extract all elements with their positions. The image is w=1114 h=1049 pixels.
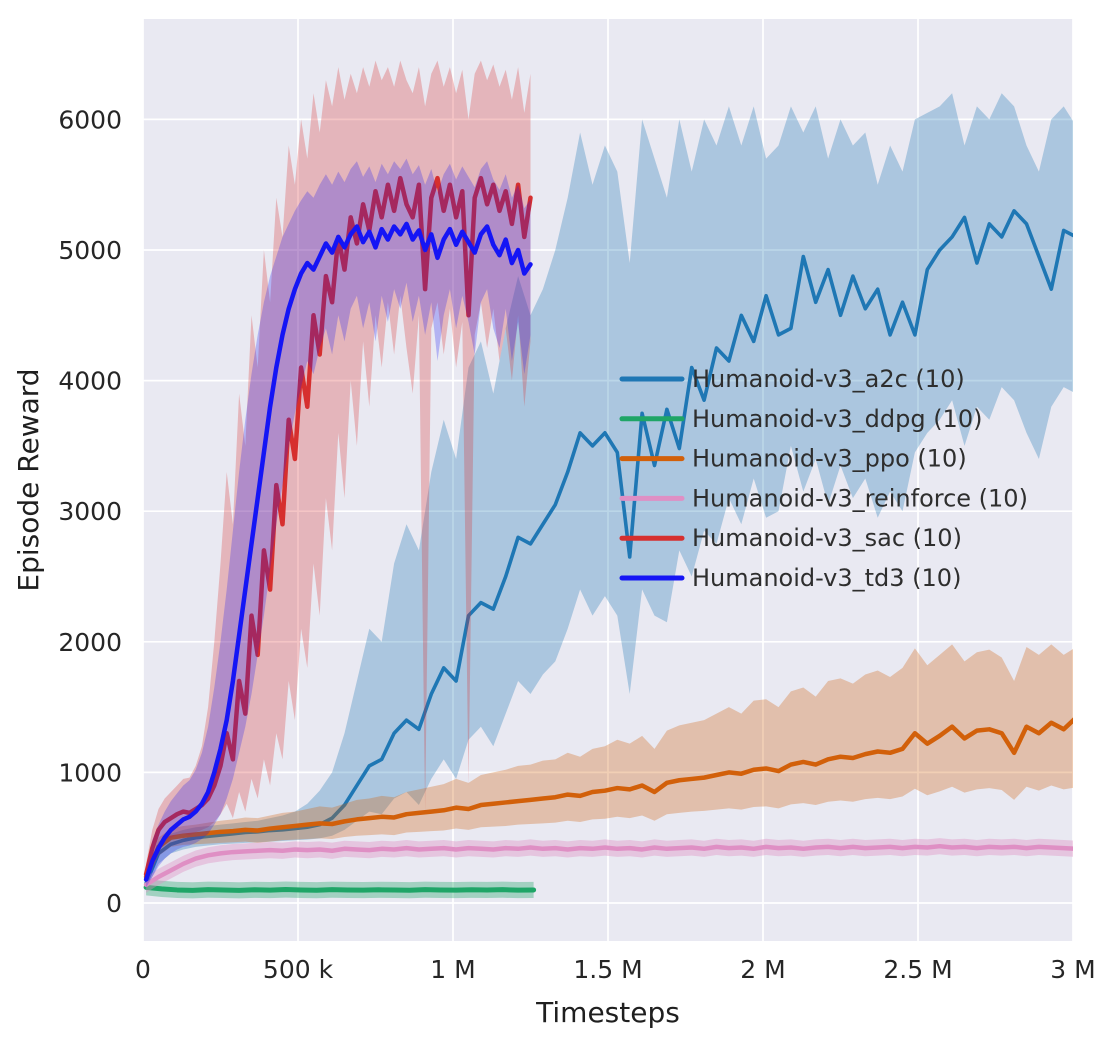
y-tick-label-1000: 1000 <box>58 758 122 787</box>
y-tick-label-3000: 3000 <box>58 497 122 526</box>
legend-label-sac: Humanoid-v3_sac (10) <box>692 524 962 552</box>
series-line-reinforce <box>143 843 1073 887</box>
gridline-layer <box>142 19 1074 941</box>
x-tick-label-1M: 1 M <box>430 955 475 984</box>
legend-item-td3: Humanoid-v3_td3 (10) <box>619 564 961 592</box>
legend-label-reinforce: Humanoid-v3_reinforce (10) <box>692 484 1028 512</box>
legend-item-reinforce: Humanoid-v3_reinforce (10) <box>619 484 1028 512</box>
x-tick-label-1.5M: 1.5 M <box>573 955 642 984</box>
series-band-reinforce <box>146 838 1073 893</box>
x-tick-label-2M: 2 M <box>740 955 785 984</box>
legend-label-a2c: Humanoid-v3_a2c (10) <box>692 365 965 393</box>
series-band-td3 <box>146 158 531 888</box>
series-layer <box>143 60 1073 899</box>
y-tick-label-6000: 6000 <box>58 105 122 134</box>
legend-label-ddpg: Humanoid-v3_ddpg (10) <box>692 405 982 433</box>
legend-item-a2c: Humanoid-v3_a2c (10) <box>619 365 965 393</box>
legend-label-td3: Humanoid-v3_td3 (10) <box>692 564 961 592</box>
y-tick-label-5000: 5000 <box>58 236 122 265</box>
x-tick-label-500k: 500 k <box>263 955 334 984</box>
x-tick-label-2.5M: 2.5 M <box>883 955 952 984</box>
x-tick-label-3M: 3 M <box>1050 955 1095 984</box>
x-axis-title: Timesteps <box>535 996 680 1029</box>
legend-item-ppo: Humanoid-v3_ppo (10) <box>619 445 967 473</box>
tick-label-layer: 0 500 k 1 M 1.5 M 2 M 2.5 M 3 M 0 1000 2000 3000 40… <box>58 105 1095 984</box>
legend-label-ppo: Humanoid-v3_ppo (10) <box>692 445 967 473</box>
y-tick-label-2000: 2000 <box>58 628 122 657</box>
y-tick-label-0: 0 <box>106 889 122 918</box>
legend-item-sac: Humanoid-v3_sac (10) <box>619 524 962 552</box>
series-line-td3 <box>143 221 533 882</box>
series-line-ddpg <box>143 884 537 893</box>
series-line-a2c <box>144 209 1073 886</box>
x-tick-label-0: 0 <box>135 955 151 984</box>
series-band-sac <box>146 60 531 884</box>
series-line-ppo <box>143 717 1073 880</box>
legend-item-ddpg: Humanoid-v3_ddpg (10) <box>619 405 982 433</box>
y-tick-label-4000: 4000 <box>58 367 122 396</box>
y-axis-title: Episode Reward <box>12 368 45 591</box>
legend: Humanoid-v3_a2c (10) Humanoid-v3_ddpg (10… <box>619 365 1028 592</box>
series-band-a2c <box>146 93 1073 890</box>
series-band-ppo <box>146 644 1073 884</box>
